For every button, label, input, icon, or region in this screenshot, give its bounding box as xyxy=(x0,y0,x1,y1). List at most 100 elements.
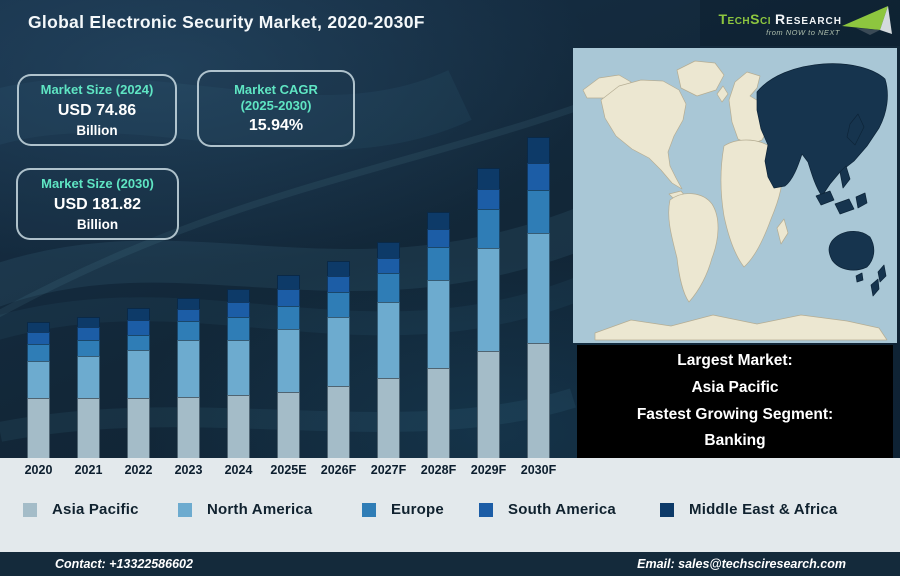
market-cagr-box: Market CAGR (2025-2030) 15.94% xyxy=(197,70,355,147)
map-north-america xyxy=(600,79,687,190)
legend-label-north-america: North America xyxy=(207,501,313,518)
bar-segment-north-america xyxy=(227,340,250,395)
bar-segment-north-america xyxy=(427,280,450,368)
bar-segment-south-america xyxy=(527,163,550,190)
bar-segment-south-america xyxy=(427,229,450,247)
bar-2025E xyxy=(277,275,300,458)
map-greenland xyxy=(676,60,725,97)
bar-segment-europe xyxy=(377,273,400,302)
bar-segment-europe xyxy=(277,306,300,329)
bar-segment-asia-pacific xyxy=(127,398,150,458)
largest-market-value: Asia Pacific xyxy=(691,378,779,396)
legend-swatch-north-america xyxy=(178,502,192,517)
bar-segment-north-america xyxy=(177,340,200,397)
bar-segment-asia-pacific xyxy=(227,395,250,458)
bar-segment-south-america xyxy=(127,320,150,335)
map-new-zealand-highlighted xyxy=(877,264,887,283)
axis-label-2022: 2022 xyxy=(124,463,153,477)
market-size-2030-unit: Billion xyxy=(76,216,119,232)
legend-item-middle-east-africa: Middle East & Africa xyxy=(660,501,837,518)
legend-item-asia-pacific: Asia Pacific xyxy=(23,501,139,518)
logo-brand-secondary: Research xyxy=(774,11,842,27)
map-asia-highlighted xyxy=(756,63,888,197)
bar-segment-middle-east-africa xyxy=(227,289,250,302)
map-indonesia-highlighted xyxy=(815,190,835,206)
legend-item-europe: Europe xyxy=(362,501,444,518)
bar-segment-europe xyxy=(327,292,350,317)
map-tasmania-highlighted xyxy=(855,272,864,283)
bar-segment-north-america xyxy=(477,248,500,351)
bar-2029F xyxy=(477,168,500,458)
bar-segment-asia-pacific xyxy=(77,398,100,458)
axis-label-2020: 2020 xyxy=(24,463,53,477)
logo-tagline: from NOW to NEXT xyxy=(766,28,840,37)
bar-2024 xyxy=(227,289,250,458)
axis-label-2030F: 2030F xyxy=(520,463,557,477)
bar-segment-europe xyxy=(527,190,550,233)
bar-segment-asia-pacific xyxy=(177,397,200,458)
bar-segment-europe xyxy=(27,344,50,361)
largest-market-label: Largest Market: xyxy=(677,352,793,370)
legend-swatch-europe xyxy=(362,502,376,517)
bar-segment-asia-pacific xyxy=(277,392,300,458)
bar-segment-asia-pacific xyxy=(527,343,550,458)
market-cagr-label: Market CAGR xyxy=(234,81,318,97)
bar-2027F xyxy=(377,242,400,458)
axis-label-2029F: 2029F xyxy=(470,463,507,477)
market-size-2030-label: Market Size (2030) xyxy=(41,176,154,192)
market-size-2024-box: Market Size (2024) USD 74.86 Billion xyxy=(17,74,177,146)
bar-segment-middle-east-africa xyxy=(427,212,450,229)
axis-label-2026F: 2026F xyxy=(320,463,357,477)
bar-segment-middle-east-africa xyxy=(277,275,300,289)
map-indonesia-highlighted xyxy=(834,198,855,215)
bar-segment-asia-pacific xyxy=(427,368,450,458)
legend-label-south-america: South America xyxy=(508,501,616,518)
map-south-america xyxy=(668,193,719,303)
bar-segment-north-america xyxy=(527,233,550,343)
axis-label-2027F: 2027F xyxy=(370,463,407,477)
bar-segment-south-america xyxy=(477,189,500,209)
axis-label-2023: 2023 xyxy=(174,463,203,477)
bar-segment-north-america xyxy=(277,329,300,392)
map-japan-highlighted xyxy=(846,113,865,146)
map-madagascar xyxy=(776,218,789,245)
market-cagr-value: 15.94% xyxy=(248,117,304,135)
bar-segment-europe xyxy=(127,335,150,350)
bar-segment-north-america xyxy=(127,350,150,398)
stacked-bar-chart xyxy=(27,137,550,458)
map-new-guinea-highlighted xyxy=(855,192,868,209)
bar-segment-middle-east-africa xyxy=(377,242,400,258)
axis-label-2025E: 2025E xyxy=(270,463,307,477)
bar-2022 xyxy=(127,308,150,458)
bar-segment-north-america xyxy=(327,317,350,386)
logo-brand-primary: TechSci xyxy=(718,11,771,27)
legend-swatch-middle-east-africa xyxy=(660,502,674,517)
contact-email: Email: sales@techsciresearch.com xyxy=(637,557,846,571)
market-size-2030-value: USD 181.82 xyxy=(53,195,142,213)
map-united-kingdom xyxy=(716,85,729,103)
bar-segment-asia-pacific xyxy=(377,378,400,458)
axis-label-2021: 2021 xyxy=(74,463,103,477)
bar-2020 xyxy=(27,322,50,458)
market-size-2024-value: USD 74.86 xyxy=(57,101,137,119)
bar-segment-north-america xyxy=(77,356,100,398)
market-size-2030-box: Market Size (2030) USD 181.82 Billion xyxy=(16,168,179,240)
bar-segment-europe xyxy=(177,321,200,340)
bar-2026F xyxy=(327,261,350,458)
market-highlights-box: Largest Market: Asia Pacific Fastest Gro… xyxy=(577,345,893,458)
bar-segment-asia-pacific xyxy=(27,398,50,458)
fastest-growing-segment-value: Banking xyxy=(704,432,766,450)
bar-segment-middle-east-africa xyxy=(27,322,50,332)
bar-2023 xyxy=(177,298,200,458)
axis-and-legend-band: 2020 2021 2022 2023 2024 2025E 2026F 2027F 2028F… xyxy=(0,458,900,552)
bar-2021 xyxy=(77,317,100,458)
bar-segment-middle-east-africa xyxy=(477,168,500,189)
map-australia-highlighted xyxy=(828,231,875,271)
world-map-panel xyxy=(573,48,897,343)
bar-segment-middle-east-africa xyxy=(327,261,350,276)
legend-swatch-asia-pacific xyxy=(23,502,37,517)
page-title: Global Electronic Security Market, 2020-… xyxy=(28,12,425,32)
contact-phone: Contact: +13322586602 xyxy=(55,557,193,571)
bar-2030F xyxy=(527,137,550,458)
